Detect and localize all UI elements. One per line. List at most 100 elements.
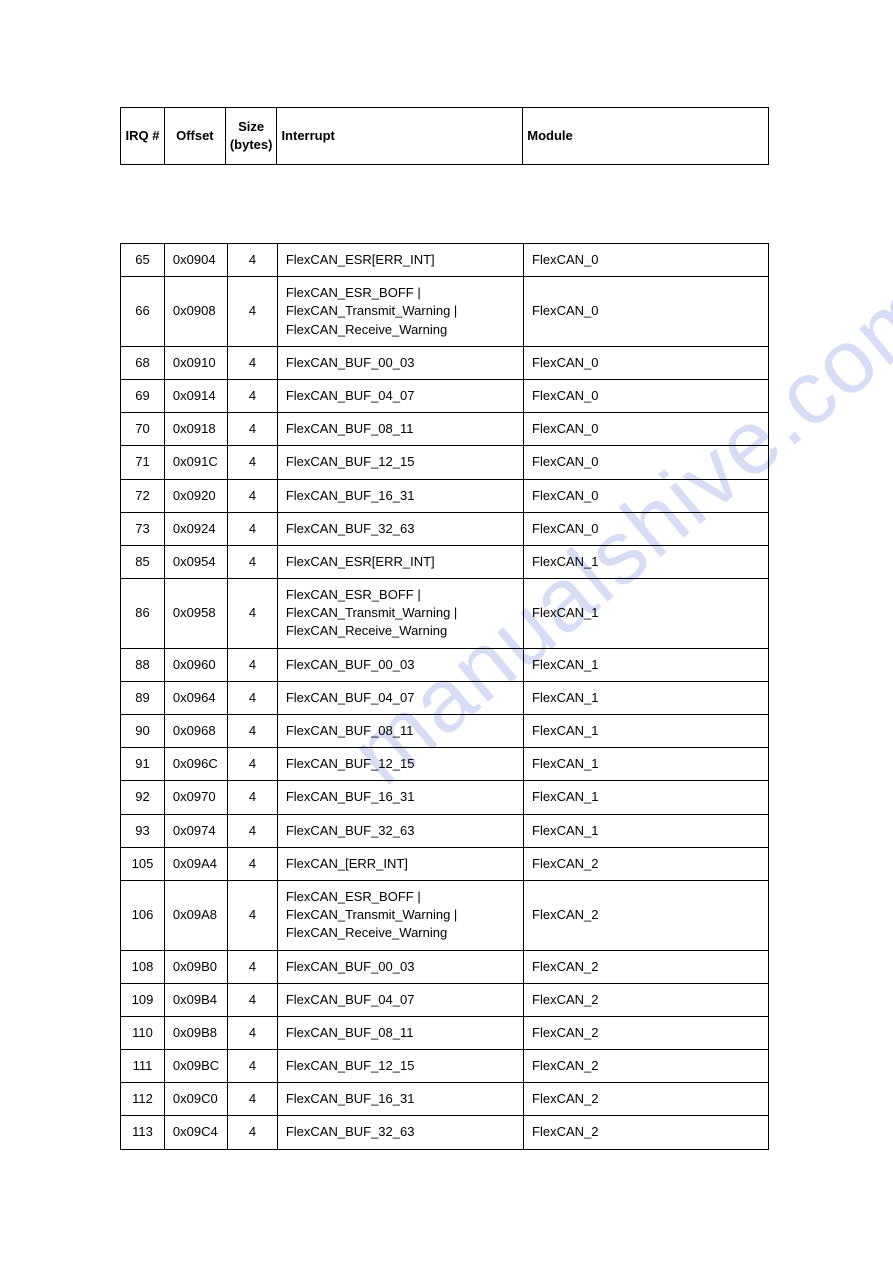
cell-interrupt: FlexCAN_ESR_BOFF | FlexCAN_Transmit_Warn… bbox=[277, 579, 523, 649]
table-row: 920x09704FlexCAN_BUF_16_31FlexCAN_1 bbox=[121, 781, 769, 814]
table-row: 1110x09BC4FlexCAN_BUF_12_15FlexCAN_2 bbox=[121, 1050, 769, 1083]
header-row: IRQ # Offset Size (bytes) Interrupt Modu… bbox=[121, 108, 769, 165]
cell-offset: 0x0924 bbox=[164, 512, 227, 545]
cell-interrupt: FlexCAN_BUF_32_63 bbox=[277, 512, 523, 545]
cell-size: 4 bbox=[228, 277, 278, 347]
cell-irq: 69 bbox=[121, 379, 165, 412]
cell-offset: 0x0918 bbox=[164, 413, 227, 446]
cell-size: 4 bbox=[228, 346, 278, 379]
table-row: 910x096C4FlexCAN_BUF_12_15FlexCAN_1 bbox=[121, 748, 769, 781]
cell-interrupt: FlexCAN_BUF_16_31 bbox=[277, 479, 523, 512]
cell-interrupt: FlexCAN_ESR_BOFF | FlexCAN_Transmit_Warn… bbox=[277, 880, 523, 950]
cell-interrupt: FlexCAN_BUF_12_15 bbox=[277, 748, 523, 781]
cell-irq: 105 bbox=[121, 847, 165, 880]
cell-interrupt: FlexCAN_[ERR_INT] bbox=[277, 847, 523, 880]
cell-interrupt: FlexCAN_BUF_00_03 bbox=[277, 648, 523, 681]
data-table: 650x09044FlexCAN_ESR[ERR_INT]FlexCAN_066… bbox=[120, 243, 769, 1150]
cell-offset: 0x0964 bbox=[164, 681, 227, 714]
cell-irq: 65 bbox=[121, 244, 165, 277]
cell-irq: 66 bbox=[121, 277, 165, 347]
table-row: 1050x09A44FlexCAN_[ERR_INT]FlexCAN_2 bbox=[121, 847, 769, 880]
cell-offset: 0x0914 bbox=[164, 379, 227, 412]
cell-size: 4 bbox=[228, 1050, 278, 1083]
cell-module: FlexCAN_0 bbox=[524, 446, 769, 479]
cell-interrupt: FlexCAN_BUF_08_11 bbox=[277, 1016, 523, 1049]
cell-offset: 0x0920 bbox=[164, 479, 227, 512]
cell-irq: 112 bbox=[121, 1083, 165, 1116]
cell-irq: 71 bbox=[121, 446, 165, 479]
cell-module: FlexCAN_0 bbox=[524, 512, 769, 545]
cell-module: FlexCAN_1 bbox=[524, 648, 769, 681]
table-row: 660x09084FlexCAN_ESR_BOFF | FlexCAN_Tran… bbox=[121, 277, 769, 347]
cell-offset: 0x09BC bbox=[164, 1050, 227, 1083]
cell-interrupt: FlexCAN_ESR[ERR_INT] bbox=[277, 545, 523, 578]
cell-interrupt: FlexCAN_BUF_04_07 bbox=[277, 379, 523, 412]
cell-module: FlexCAN_2 bbox=[524, 847, 769, 880]
cell-size: 4 bbox=[228, 983, 278, 1016]
cell-size: 4 bbox=[228, 446, 278, 479]
cell-irq: 113 bbox=[121, 1116, 165, 1149]
page-container: manualshive.com IRQ # Offset Size (bytes… bbox=[0, 0, 893, 1263]
table-row: 1080x09B04FlexCAN_BUF_00_03FlexCAN_2 bbox=[121, 950, 769, 983]
table-row: 1060x09A84FlexCAN_ESR_BOFF | FlexCAN_Tra… bbox=[121, 880, 769, 950]
cell-offset: 0x091C bbox=[164, 446, 227, 479]
cell-size: 4 bbox=[228, 512, 278, 545]
table-row: 730x09244FlexCAN_BUF_32_63FlexCAN_0 bbox=[121, 512, 769, 545]
cell-size: 4 bbox=[228, 479, 278, 512]
cell-irq: 73 bbox=[121, 512, 165, 545]
cell-module: FlexCAN_2 bbox=[524, 880, 769, 950]
cell-offset: 0x0908 bbox=[164, 277, 227, 347]
table-row: 680x09104FlexCAN_BUF_00_03FlexCAN_0 bbox=[121, 346, 769, 379]
cell-irq: 109 bbox=[121, 983, 165, 1016]
table-row: 1120x09C04FlexCAN_BUF_16_31FlexCAN_2 bbox=[121, 1083, 769, 1116]
table-row: 710x091C4FlexCAN_BUF_12_15FlexCAN_0 bbox=[121, 446, 769, 479]
cell-size: 4 bbox=[228, 748, 278, 781]
header-module: Module bbox=[523, 108, 769, 165]
header-offset: Offset bbox=[164, 108, 225, 165]
cell-size: 4 bbox=[228, 545, 278, 578]
header-interrupt: Interrupt bbox=[277, 108, 523, 165]
table-row: 690x09144FlexCAN_BUF_04_07FlexCAN_0 bbox=[121, 379, 769, 412]
cell-interrupt: FlexCAN_BUF_32_63 bbox=[277, 814, 523, 847]
cell-interrupt: FlexCAN_BUF_08_11 bbox=[277, 715, 523, 748]
cell-module: FlexCAN_1 bbox=[524, 781, 769, 814]
cell-offset: 0x0904 bbox=[164, 244, 227, 277]
cell-module: FlexCAN_0 bbox=[524, 244, 769, 277]
table-row: 900x09684FlexCAN_BUF_08_11FlexCAN_1 bbox=[121, 715, 769, 748]
cell-offset: 0x0970 bbox=[164, 781, 227, 814]
cell-module: FlexCAN_0 bbox=[524, 413, 769, 446]
cell-module: FlexCAN_1 bbox=[524, 579, 769, 649]
cell-size: 4 bbox=[228, 847, 278, 880]
cell-interrupt: FlexCAN_BUF_04_07 bbox=[277, 681, 523, 714]
table-row: 1100x09B84FlexCAN_BUF_08_11FlexCAN_2 bbox=[121, 1016, 769, 1049]
cell-size: 4 bbox=[228, 950, 278, 983]
cell-irq: 86 bbox=[121, 579, 165, 649]
header-table: IRQ # Offset Size (bytes) Interrupt Modu… bbox=[120, 107, 769, 165]
cell-interrupt: FlexCAN_BUF_00_03 bbox=[277, 950, 523, 983]
cell-interrupt: FlexCAN_BUF_16_31 bbox=[277, 1083, 523, 1116]
cell-irq: 88 bbox=[121, 648, 165, 681]
cell-interrupt: FlexCAN_BUF_00_03 bbox=[277, 346, 523, 379]
cell-size: 4 bbox=[228, 814, 278, 847]
cell-size: 4 bbox=[228, 1016, 278, 1049]
cell-module: FlexCAN_2 bbox=[524, 1016, 769, 1049]
cell-module: FlexCAN_1 bbox=[524, 545, 769, 578]
cell-size: 4 bbox=[228, 579, 278, 649]
cell-offset: 0x09B0 bbox=[164, 950, 227, 983]
header-irq: IRQ # bbox=[121, 108, 165, 165]
cell-irq: 89 bbox=[121, 681, 165, 714]
table-row: 700x09184FlexCAN_BUF_08_11FlexCAN_0 bbox=[121, 413, 769, 446]
cell-size: 4 bbox=[228, 1083, 278, 1116]
cell-module: FlexCAN_1 bbox=[524, 715, 769, 748]
cell-module: FlexCAN_0 bbox=[524, 277, 769, 347]
cell-offset: 0x09B8 bbox=[164, 1016, 227, 1049]
cell-size: 4 bbox=[228, 379, 278, 412]
cell-interrupt: FlexCAN_ESR[ERR_INT] bbox=[277, 244, 523, 277]
cell-interrupt: FlexCAN_BUF_32_63 bbox=[277, 1116, 523, 1149]
cell-offset: 0x09A8 bbox=[164, 880, 227, 950]
cell-offset: 0x09A4 bbox=[164, 847, 227, 880]
cell-irq: 68 bbox=[121, 346, 165, 379]
cell-offset: 0x0910 bbox=[164, 346, 227, 379]
cell-size: 4 bbox=[228, 781, 278, 814]
cell-irq: 72 bbox=[121, 479, 165, 512]
